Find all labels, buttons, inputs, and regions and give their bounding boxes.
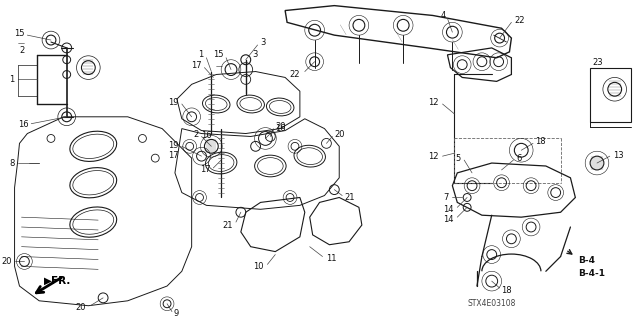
Text: 11: 11 [326, 254, 337, 263]
Text: 19: 19 [168, 141, 179, 150]
Text: 12: 12 [428, 98, 438, 107]
Text: STX4E03108: STX4E03108 [468, 299, 516, 308]
Text: 15: 15 [212, 50, 223, 59]
Text: 1: 1 [10, 75, 15, 84]
Text: 20: 20 [76, 303, 86, 312]
Text: 19: 19 [168, 98, 179, 107]
Text: 18: 18 [502, 286, 512, 295]
Text: 2: 2 [193, 130, 198, 139]
Text: 5: 5 [455, 154, 460, 163]
Text: 15: 15 [14, 29, 24, 38]
Text: 2: 2 [19, 46, 24, 56]
Text: 14: 14 [443, 205, 453, 214]
Text: 12: 12 [428, 152, 438, 161]
Text: 20: 20 [334, 130, 345, 139]
Text: 16: 16 [275, 124, 286, 133]
Text: 17: 17 [200, 166, 211, 174]
Text: 10: 10 [253, 262, 264, 271]
Text: 7: 7 [443, 193, 449, 202]
Text: 3: 3 [252, 50, 257, 59]
Text: 18: 18 [535, 137, 546, 146]
Text: 8: 8 [9, 159, 15, 167]
Text: 17: 17 [191, 61, 202, 70]
Text: 17: 17 [168, 151, 179, 160]
Text: 22: 22 [515, 16, 525, 25]
Text: B-4: B-4 [579, 256, 595, 265]
Text: 22: 22 [289, 70, 300, 79]
Text: 3: 3 [260, 38, 266, 47]
Text: 16: 16 [201, 131, 211, 140]
Bar [590, 68, 632, 122]
Text: —: — [216, 63, 223, 70]
Text: 14: 14 [443, 215, 453, 224]
Text: 21: 21 [344, 193, 355, 202]
Text: 21: 21 [223, 220, 233, 230]
Text: 9: 9 [174, 309, 179, 318]
Text: ▶FR.: ▶FR. [44, 276, 72, 286]
Text: 20: 20 [1, 257, 12, 266]
Text: 20: 20 [275, 122, 286, 131]
Text: B-4-1: B-4-1 [579, 269, 605, 278]
Text: 6: 6 [516, 154, 522, 163]
Text: 1: 1 [198, 50, 204, 59]
Text: —: — [17, 40, 24, 46]
Text: 16: 16 [18, 120, 28, 129]
Text: 13: 13 [612, 151, 623, 160]
Text: 4: 4 [440, 11, 445, 20]
Text: 23: 23 [592, 58, 603, 67]
